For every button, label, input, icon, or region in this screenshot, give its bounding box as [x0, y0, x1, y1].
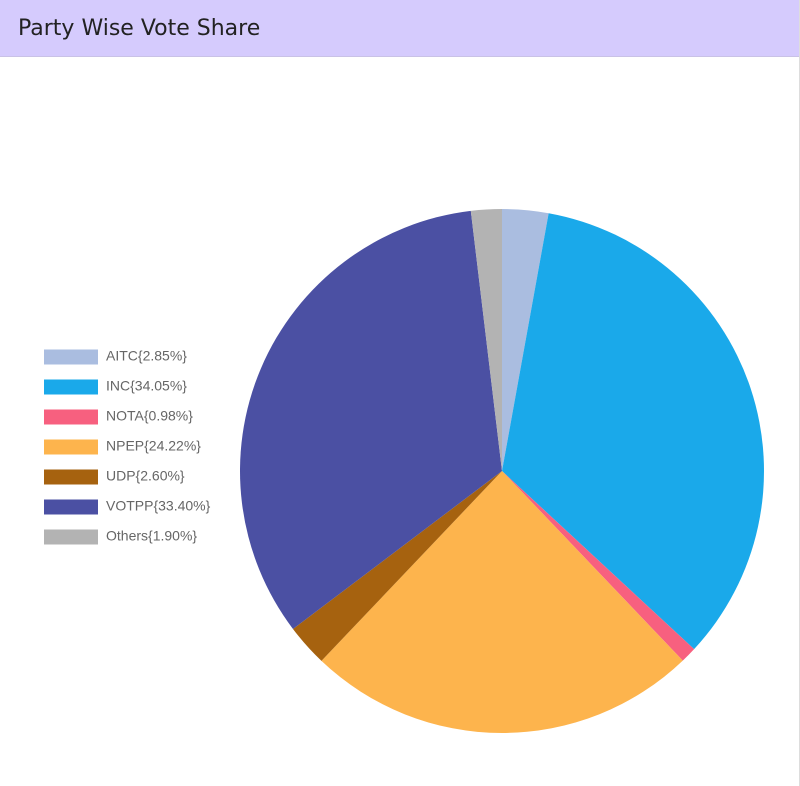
legend-label: Others{1.90%} — [106, 528, 197, 544]
legend-label: NPEP{24.22%} — [106, 438, 201, 454]
pie-slice — [502, 471, 695, 661]
legend-swatch — [44, 379, 98, 395]
legend-swatch — [44, 409, 98, 425]
legend-label: UDP{2.60%} — [106, 468, 185, 484]
pie-slice — [292, 471, 502, 661]
legend-swatch — [44, 529, 98, 545]
legend-swatch — [44, 499, 98, 515]
legend-swatch — [44, 469, 98, 485]
legend-label: NOTA{0.98%} — [106, 408, 193, 424]
legend-label: AITC{2.85%} — [106, 348, 187, 364]
legend-swatch — [44, 349, 98, 365]
legend-label: VOTPP{33.40%} — [106, 498, 211, 514]
header-title: Party Wise Vote Share — [18, 15, 261, 41]
legend-swatch — [44, 439, 98, 455]
chart: AITC{2.85%} INC{34.05%} NOTA{0.98%} NPEP{24… — [44, 209, 765, 733]
legend-label: INC{34.05%} — [106, 378, 187, 394]
pie-slice — [321, 471, 683, 733]
header: Party Wise Vote Share — [0, 0, 799, 57]
pie-slice — [502, 213, 765, 650]
pie-slice — [239, 210, 502, 629]
pie-slice — [470, 209, 502, 471]
pie-slice — [502, 209, 549, 471]
